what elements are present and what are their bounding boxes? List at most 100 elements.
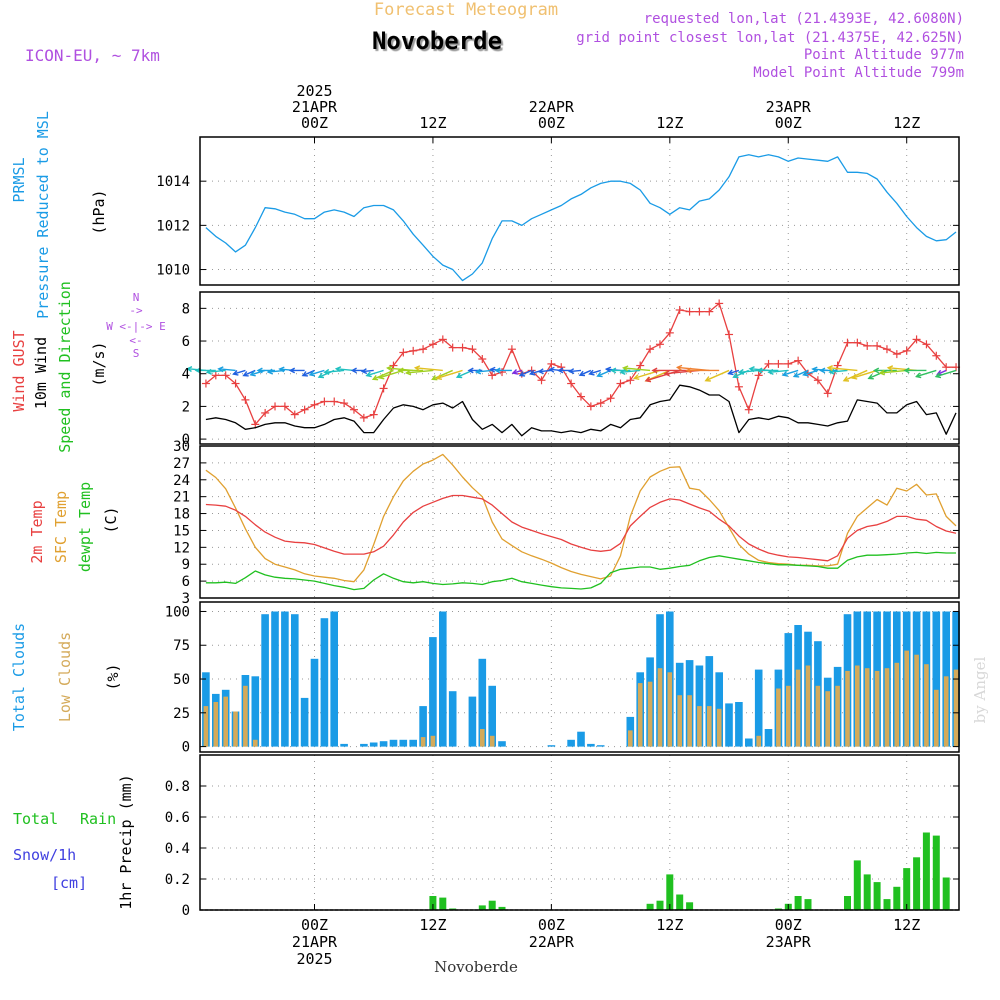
total-cloud-bar xyxy=(251,676,260,747)
label-sfc-temp: SFC Temp xyxy=(52,491,70,563)
wind-arrow xyxy=(309,369,325,376)
wind-arrow xyxy=(250,369,266,376)
wind-arrow-head xyxy=(529,369,536,376)
low-cloud-bar xyxy=(914,654,919,747)
data-layer xyxy=(185,154,961,911)
wind-arrow xyxy=(880,369,907,374)
wind-arrow-head xyxy=(867,373,874,380)
total-cloud-bar xyxy=(567,739,575,747)
wind-arrow-head xyxy=(819,367,826,374)
wind-arrow-head xyxy=(413,365,421,372)
label-percent: (%) xyxy=(104,663,122,690)
panel-frame xyxy=(199,136,960,286)
wind-arrow xyxy=(432,369,453,380)
total-cloud-bar xyxy=(577,731,585,747)
axis-layer: 1010101210140246836912151821242730025507… xyxy=(156,82,959,968)
wind-arrow xyxy=(379,369,404,379)
wind-arrow-head xyxy=(489,366,496,373)
total-cloud-bar xyxy=(300,697,309,747)
low-cloud-bar xyxy=(420,737,426,747)
wind-arrow-head xyxy=(633,374,640,380)
wind-arrow-head xyxy=(622,365,629,372)
label-ms: (m/s) xyxy=(90,341,108,386)
y-tick-label: 3 xyxy=(182,591,190,607)
time-label-top: 22APR xyxy=(529,98,575,116)
panel-frame xyxy=(199,445,960,599)
time-label-bottom: 21APR xyxy=(292,933,338,951)
low-cloud-bar xyxy=(894,662,900,747)
wind-arrow-head xyxy=(878,369,885,376)
label-precip-mm: 1hr Precip (mm) xyxy=(117,774,135,909)
wind-arrow-head xyxy=(518,371,526,377)
y-tick-label: 6 xyxy=(182,334,190,350)
top-title: Forecast Meteogram xyxy=(374,0,558,20)
wind-arrow xyxy=(415,367,443,372)
low-cloud-bar xyxy=(480,729,485,747)
compass-we: W <-|-> E xyxy=(106,320,166,333)
sfc-temp-line xyxy=(205,453,957,583)
panel-frame xyxy=(199,601,960,753)
y-tick-label: 0 xyxy=(182,740,190,756)
total-cloud-bar xyxy=(695,665,704,747)
y-tick-label: 12 xyxy=(173,540,190,556)
low-cloud-bar xyxy=(243,685,248,747)
panel-frame xyxy=(199,291,960,445)
wind-arrow xyxy=(739,369,759,373)
low-cloud-bar xyxy=(223,696,228,747)
total-cloud-bar xyxy=(498,741,506,747)
wind-arrow-head xyxy=(266,368,273,375)
wind-arrow-head xyxy=(185,366,193,373)
low-cloud-bar xyxy=(943,676,949,747)
wind-arrow-head xyxy=(588,369,595,376)
low-cloud-bar xyxy=(795,669,801,747)
wind-arrow xyxy=(852,369,878,379)
wind-arrow-head xyxy=(334,366,342,373)
wind-arrow-head xyxy=(474,368,482,375)
total-cloud-bar xyxy=(419,706,427,747)
wind-arrow-head xyxy=(301,371,308,377)
temperature-labels: 2m Temp SFC Temp dewpt Temp (C) xyxy=(28,482,120,572)
low-cloud-bar xyxy=(253,739,258,747)
low-cloud-bar xyxy=(647,681,653,747)
total-cloud-bar xyxy=(310,658,319,747)
total-cloud-bar xyxy=(261,614,269,747)
y-tick-label: 75 xyxy=(173,638,190,654)
requested-coords: requested lon,lat (21.4393E, 42.6080N) xyxy=(644,11,964,27)
wind-arrow xyxy=(569,369,582,373)
rain-bar xyxy=(913,857,921,910)
label-snow: Snow/1h xyxy=(13,846,76,864)
low-cloud-bar xyxy=(776,688,781,747)
label-10m-wind: 10m Wind xyxy=(32,337,50,409)
wind-arrow xyxy=(828,366,858,372)
wind-arrow-head xyxy=(511,369,519,375)
wind-arrow-head xyxy=(548,366,555,373)
wind-arrow-head xyxy=(596,371,603,378)
wind-speed-line xyxy=(205,384,957,437)
wind-arrow xyxy=(519,369,532,377)
wind-arrow-head xyxy=(378,373,385,380)
wind-arrow xyxy=(645,369,680,382)
wind-arrow-head xyxy=(557,367,564,374)
wind-arrow xyxy=(324,369,345,373)
time-label-bottom: 23APR xyxy=(766,933,812,951)
low-cloud-bar xyxy=(657,668,663,747)
pressure-labels: PRMSL Pressure Reduced to MSL (hPa) xyxy=(10,111,108,319)
low-cloud-bar xyxy=(825,691,830,747)
rain-bar xyxy=(922,832,930,910)
label-prmsl: PRMSL xyxy=(10,157,28,202)
rain-bar xyxy=(903,868,911,910)
y-tick-label: 0.4 xyxy=(165,841,190,857)
total-cloud-bar xyxy=(429,637,437,747)
wind-arrow-head xyxy=(850,373,858,380)
low-cloud-bar xyxy=(430,735,436,747)
total-cloud-bar xyxy=(705,656,714,747)
t2m-line xyxy=(205,494,957,562)
wind-arrow xyxy=(868,369,888,379)
label-dewpt-temp: dewpt Temp xyxy=(76,482,94,572)
low-cloud-bar xyxy=(864,668,870,747)
location-title: Novoberde xyxy=(372,27,502,55)
y-tick-label: 27 xyxy=(173,456,190,472)
y-tick-label: 18 xyxy=(173,507,190,523)
rain-bar xyxy=(439,897,447,910)
